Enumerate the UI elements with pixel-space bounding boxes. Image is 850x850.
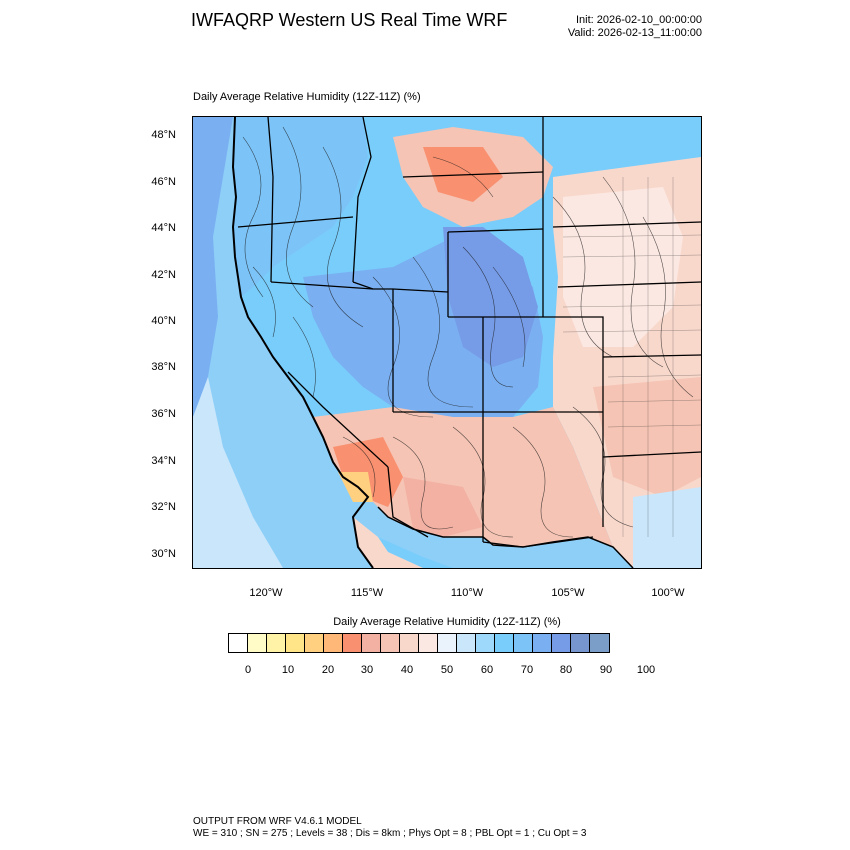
baja-area [353,517,423,568]
colorbar-swatch [552,634,571,652]
lat-label: 40°N [151,315,176,327]
colorbar-label: 20 [321,664,335,676]
lon-label: 120°W [249,587,283,599]
colorbar-swatch [400,634,419,652]
gulf-of-california [378,537,453,568]
colorbar-swatch [476,634,495,652]
lat-label: 34°N [151,455,176,467]
lat-label: 48°N [151,129,176,141]
colorbar-swatch [362,634,381,652]
colorbar-swatch [590,634,609,652]
valid-time: Valid: 2026-02-13_11:00:00 [567,27,702,39]
colorbar-swatch [229,634,248,652]
colorbar-swatch [286,634,305,652]
colorbar-swatch [419,634,438,652]
colorbar-label: 10 [281,664,295,676]
arizona-dry-area [403,477,483,537]
lat-label: 36°N [151,408,176,420]
colorbar-swatch [495,634,514,652]
colorbar-swatch [267,634,286,652]
colorbar-swatch [248,634,267,652]
lat-label: 32°N [151,501,176,513]
lat-label: 42°N [151,269,176,281]
coastline [231,117,374,568]
colorbar-swatch [438,634,457,652]
map-panel [192,116,702,569]
border-line [377,506,634,568]
colorbar-swatch [533,634,552,652]
southwest-dry-area [313,407,613,547]
colorbar-swatch [324,634,343,652]
lat-label: 38°N [151,361,176,373]
plot-title: Daily Average Relative Humidity (12Z-11Z… [193,91,421,103]
colorbar-swatch [514,634,533,652]
wyoming-moist-area [443,227,538,367]
colorbar-label: 100 [636,664,656,676]
lon-label: 105°W [551,587,585,599]
lat-label: 44°N [151,222,176,234]
colorbar-label: 60 [480,664,494,676]
colorbar-swatch [305,634,324,652]
lat-label: 46°N [151,176,176,188]
offshore-moist-area [193,117,233,417]
colorbar-label: 30 [360,664,374,676]
colorbar-title: Daily Average Relative Humidity (12Z-11Z… [333,616,561,628]
northwest-moist-area [233,117,368,297]
lon-label: 110°W [450,587,484,599]
colorbar-swatch [457,634,476,652]
colorbar-swatch [571,634,590,652]
kansas-area [593,377,701,497]
offshore-dry-area [193,377,283,568]
colorbar [228,633,610,653]
colorbar-label: 40 [400,664,414,676]
county-grid [562,177,701,537]
lat-label: 30°N [151,548,176,560]
colorbar-label: 80 [559,664,573,676]
humidity-map [193,117,701,568]
colorbar-swatch [343,634,362,652]
colorbar-swatch [381,634,400,652]
init-time: Init: 2026-02-10_00:00:00 [576,14,702,26]
state-boundaries [237,117,701,548]
colorbar-label: 90 [599,664,613,676]
colorbar-label: 0 [244,664,252,676]
footer-config-info: WE = 310 ; SN = 275 ; Levels = 38 ; Dis … [193,828,587,839]
footer-model-info: OUTPUT FROM WRF V4.6.1 MODEL [193,816,362,827]
colorbar-label: 50 [440,664,454,676]
main-title: IWFAQRP Western US Real Time WRF [191,10,508,30]
lon-label: 115°W [350,587,384,599]
lon-label: 100°W [651,587,685,599]
texas-moist-area [633,487,701,568]
colorbar-label: 70 [520,664,534,676]
